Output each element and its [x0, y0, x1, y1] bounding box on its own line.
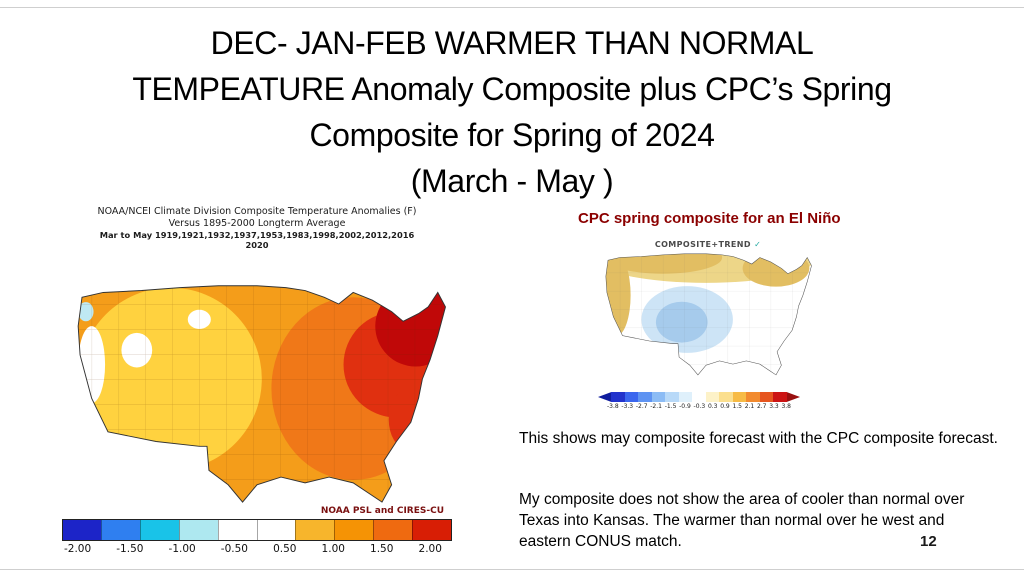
- tick-label: 0.50: [273, 543, 297, 555]
- tick-label: 1.50: [370, 543, 394, 555]
- left-map-header-line3: Mar to May 1919,1921,1932,1937,1953,1983…: [99, 230, 415, 240]
- colorbar-segment: [773, 392, 787, 402]
- us-temperature-anomaly-map: [77, 285, 446, 503]
- colorbar-segment: [295, 520, 335, 540]
- colorbar-segment: [719, 392, 733, 402]
- us-cpc-map: [605, 253, 812, 376]
- title-line-2: TEMPEATURE Anomaly Composite plus CPC’s …: [132, 71, 892, 107]
- colorbar-segment: [100, 520, 140, 540]
- composite-trend-label: COMPOSITE+TREND ✓: [655, 240, 761, 249]
- tick-label: -2.7: [635, 403, 648, 410]
- colorbar-segment: [678, 392, 693, 402]
- tick-label: -1.00: [168, 543, 196, 555]
- cpc-composite-heading: CPC spring composite for an El Niño: [578, 210, 841, 227]
- cpc-colorbar-wrap: -3.8 -3.3 -2.7 -2.1 -1.5 -0.9 -0.3 0.3 0.9 1.5 2.1…: [598, 392, 801, 410]
- left-map-header-line2: Versus 1895-2000 Longterm Average: [168, 218, 346, 229]
- colorbar-segment: [611, 392, 625, 402]
- title-line-4: (March - May ): [410, 163, 614, 199]
- paragraph-comparison: My composite does not show the area of c…: [519, 491, 965, 550]
- us-outline: [77, 285, 446, 503]
- left-map-header-line1: NOAA/NCEI Climate Division Composite Tem…: [97, 206, 417, 217]
- colorbar-segment: [334, 520, 374, 540]
- slide-bottom-border: [0, 569, 1024, 570]
- colorbar-segment: [412, 520, 452, 540]
- tick-label: -0.3: [693, 403, 706, 410]
- colorbar-segment: [786, 392, 801, 402]
- left-colorbar-ticks: -2.00 -1.50 -1.00 -0.50 0.50 1.00 1.50 2.00: [56, 541, 458, 555]
- colorbar-segment: [665, 392, 679, 402]
- slide-top-border: [0, 7, 1024, 8]
- colorbar-segment: [651, 392, 666, 402]
- colorbar-segment: [139, 520, 179, 540]
- check-icon: ✓: [754, 240, 762, 249]
- composite-trend-text: COMPOSITE+TREND: [654, 240, 751, 249]
- tick-label: -0.9: [679, 403, 691, 410]
- noaa-composite-figure: NOAA/NCEI Climate Division Composite Tem…: [56, 206, 458, 555]
- left-colorbar: [62, 519, 452, 541]
- tick-label: 3.3: [769, 403, 779, 410]
- cpc-spring-composite-map: COMPOSITE+TREND ✓: [598, 236, 818, 386]
- colorbar-segment: [705, 392, 720, 402]
- colorbar-segment: [217, 520, 257, 540]
- cpc-colorbar-ticks: -3.8 -3.3 -2.7 -2.1 -1.5 -0.9 -0.3 0.3 0.9 1.5 2.1…: [598, 402, 800, 410]
- paragraph-forecast: This shows may composite forecast with t…: [519, 430, 998, 447]
- slide-title: DEC- JAN-FEB WARMER THAN NORMAL TEMPEATU…: [16, 20, 1008, 204]
- colorbar-segment: [598, 392, 612, 402]
- cpc-colorbar: [598, 392, 801, 402]
- colorbar-segment: [746, 392, 760, 402]
- tick-label: 0.3: [707, 403, 718, 410]
- tick-label: 2.1: [744, 403, 755, 410]
- left-map-header-line4: 2020: [245, 240, 269, 250]
- tick-label: -0.50: [220, 543, 248, 555]
- colorbar-segment: [373, 520, 413, 540]
- colorbar-segment: [638, 392, 652, 402]
- colorbar-segment: [178, 520, 218, 540]
- tick-label: 1.5: [732, 403, 742, 410]
- colorbar-segment: [759, 392, 774, 402]
- tick-label: -1.50: [116, 543, 144, 555]
- title-line-3: Composite for Spring of 2024: [309, 117, 715, 153]
- colorbar-segment: [624, 392, 639, 402]
- tick-label: -2.1: [650, 403, 662, 410]
- tick-label: 2.00: [418, 543, 442, 555]
- tick-label: 0.9: [720, 403, 730, 410]
- colorbar-segment: [732, 392, 747, 402]
- tick-label: 2.7: [756, 403, 767, 410]
- tick-label: -3.8: [607, 403, 619, 410]
- tick-label: -3.3: [621, 403, 634, 410]
- title-line-1: DEC- JAN-FEB WARMER THAN NORMAL: [210, 25, 814, 61]
- colorbar-segment: [256, 520, 296, 540]
- left-map-credit: NOAA PSL and CIRES-CU: [320, 506, 444, 516]
- tick-label: -1.5: [664, 403, 677, 410]
- left-map-fill-layers: [78, 285, 446, 503]
- page-number: 12: [920, 533, 937, 550]
- tick-label: -2.00: [64, 543, 92, 555]
- colorbar-segment: [692, 392, 706, 402]
- tick-label: 3.8: [781, 403, 791, 410]
- colorbar-segment: [63, 520, 101, 540]
- left-map-header: NOAA/NCEI Climate Division Composite Tem…: [56, 206, 458, 250]
- us-outline-right: [605, 253, 812, 376]
- tick-label: 1.00: [321, 543, 345, 555]
